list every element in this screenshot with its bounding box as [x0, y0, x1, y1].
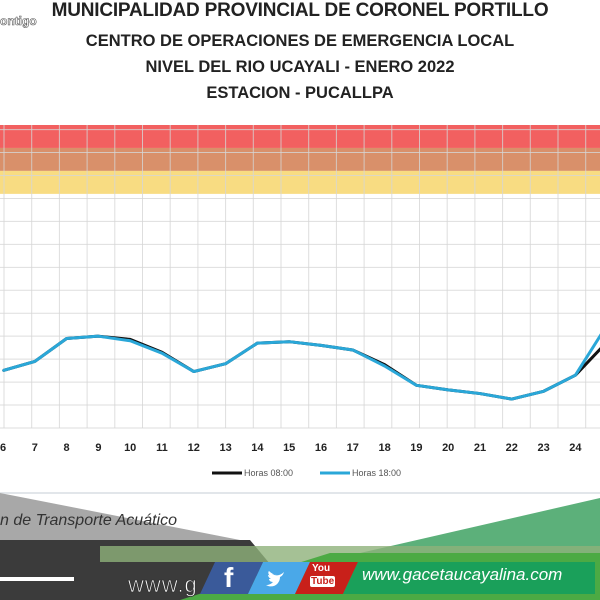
social-bar: f You Tube [200, 562, 600, 594]
x-tick-label: 18 [378, 442, 390, 454]
twitter-bird-icon [266, 571, 284, 587]
data-point [447, 389, 450, 391]
data-point [479, 392, 481, 395]
station-title: ESTACION - PUCALLPA [206, 84, 394, 102]
url-bg [343, 562, 595, 594]
youtube-icon-bottom[interactable]: Tube [310, 576, 336, 587]
x-tick-label: 22 [506, 442, 518, 454]
river-level-chart: 678910111213141516171819202122232425Hora… [0, 125, 600, 494]
x-tick-label: 19 [410, 442, 422, 454]
data-point [256, 342, 259, 344]
x-tick-label: 16 [315, 442, 327, 454]
brand-fragment: ontigo [0, 14, 37, 29]
legend-label: Horas 08:00 [244, 468, 293, 478]
x-tick-label: 21 [474, 442, 486, 454]
x-tick-label: 11 [156, 442, 168, 454]
alert-band-yellow [0, 170, 600, 194]
data-point [574, 374, 577, 377]
www-fragment: www.g [128, 572, 198, 598]
x-tick-label: 6 [0, 442, 6, 454]
title-coe: CENTRO DE OPERACIONES DE EMERGENCIA LOCA… [85, 32, 515, 50]
legend-label: Horas 18:00 [352, 468, 401, 478]
data-point [320, 344, 322, 347]
youtube-icon-top[interactable]: You [312, 563, 331, 574]
x-tick-label: 8 [64, 442, 70, 454]
facebook-icon-bg[interactable] [200, 562, 263, 594]
x-tick-label: 10 [124, 442, 136, 454]
x-tick-label: 23 [537, 442, 549, 454]
alert-band-orange [0, 147, 600, 171]
footer-subtitle: n de Transporte Acuático [0, 512, 177, 529]
data-point [161, 352, 163, 354]
x-tick-label: 17 [347, 442, 359, 454]
data-point [511, 398, 513, 400]
x-tick-label: 20 [442, 442, 454, 454]
data-point [383, 365, 386, 367]
data-point [2, 369, 4, 372]
data-point [288, 340, 291, 343]
data-point [65, 337, 68, 340]
x-tick-label: 14 [251, 442, 264, 454]
data-point [415, 384, 418, 387]
x-tick-label: 15 [283, 442, 295, 454]
title-municipality: MUNICIPALIDAD PROVINCIAL DE CORONEL PORT… [51, 0, 549, 21]
data-point [34, 360, 36, 363]
x-tick-label: 24 [569, 442, 582, 454]
data-point [97, 335, 100, 337]
data-point [193, 370, 195, 373]
data-point [542, 390, 545, 393]
x-tick-label: 9 [95, 442, 101, 454]
x-tick-label: 13 [219, 442, 231, 454]
x-tick-label: 7 [32, 442, 38, 454]
series-line-1800 [2, 333, 600, 401]
alert-band-red [0, 125, 600, 148]
data-point [129, 339, 131, 342]
data-point [352, 349, 354, 351]
data-point [224, 362, 227, 365]
x-tick-label: 12 [188, 442, 200, 454]
chart-title: NIVEL DEL RIO UCAYALI - ENERO 2022 [145, 58, 455, 76]
facebook-icon[interactable]: f [224, 562, 234, 593]
website-url[interactable]: www.gacetaucayalina.com [362, 565, 563, 584]
series-line-0800 [2, 334, 600, 401]
